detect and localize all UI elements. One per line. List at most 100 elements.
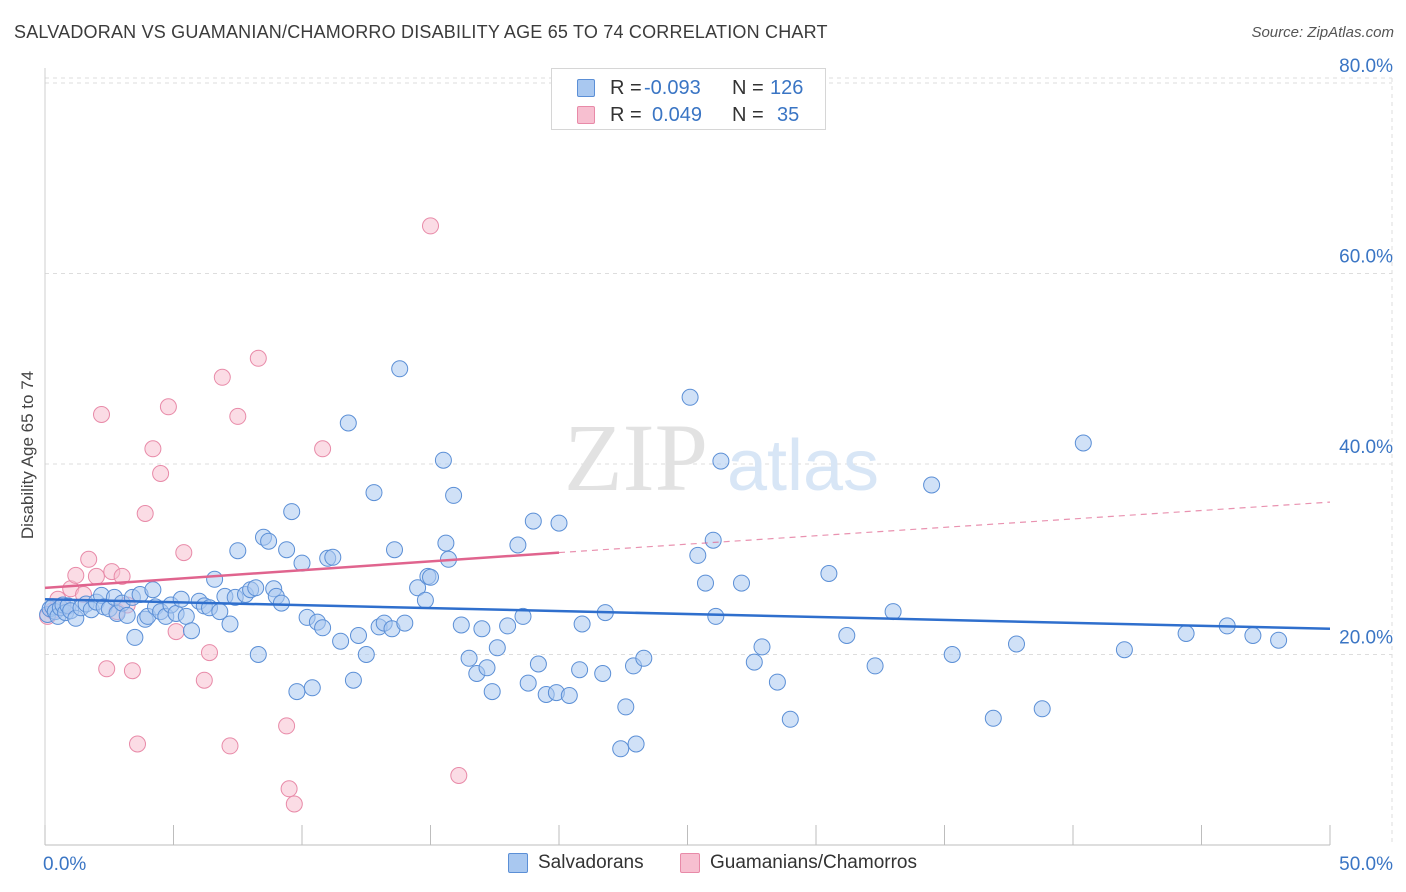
salvadoran-point bbox=[697, 574, 714, 592]
salvadoran-point bbox=[434, 451, 452, 469]
salvadoran-point bbox=[303, 679, 321, 697]
stats-row-salvadorans: R = -0.093 N = 126 bbox=[552, 75, 825, 101]
salvadoran-point bbox=[594, 665, 612, 682]
salvadoran-point bbox=[332, 632, 350, 650]
guamanian-point bbox=[285, 795, 303, 813]
source-label: Source: ZipAtlas.com bbox=[1251, 24, 1394, 41]
guamanian-point bbox=[87, 567, 105, 585]
salvadoran-point bbox=[712, 452, 730, 470]
salvadoran-point bbox=[144, 581, 162, 599]
guamanian-point bbox=[152, 465, 170, 482]
tick-labels: 20.0% 40.0% 60.0% 80.0% 0.0% 50.0% bbox=[43, 56, 1393, 875]
guamanian-point bbox=[167, 623, 185, 641]
salvadoran-point bbox=[126, 628, 144, 646]
salvadoran-point bbox=[519, 674, 537, 692]
axes bbox=[44, 68, 1331, 846]
guamanian-point bbox=[221, 737, 239, 755]
salvadoran-point bbox=[617, 698, 635, 716]
salvadoran-point bbox=[473, 620, 491, 638]
guamanian-point bbox=[136, 505, 154, 522]
salvadoran-point bbox=[183, 622, 200, 640]
salvadoran-point bbox=[733, 574, 750, 592]
salvadoran-point bbox=[278, 541, 296, 559]
legend-label: Guamanians/Chamorros bbox=[710, 852, 917, 873]
salvadoran-point bbox=[689, 546, 707, 564]
salvadoran-point bbox=[409, 579, 427, 597]
salvadoran-point bbox=[529, 655, 547, 673]
salvadoran-point bbox=[681, 388, 699, 406]
pink-swatch bbox=[680, 853, 700, 873]
salvadoran-point bbox=[627, 735, 645, 753]
salvadoran-point bbox=[571, 661, 589, 679]
salvadoran-point bbox=[365, 484, 383, 502]
salvadoran-point bbox=[118, 606, 136, 624]
guamanian-point bbox=[80, 550, 98, 568]
salvadoran-point bbox=[612, 740, 630, 758]
salvadoran-point bbox=[707, 607, 725, 625]
guamanian-point bbox=[213, 368, 231, 386]
salvadoran-point bbox=[478, 659, 496, 677]
guamanian-point bbox=[123, 662, 141, 680]
salvadoran-point bbox=[229, 542, 247, 560]
guamanian-point bbox=[278, 717, 296, 735]
salvadoran-point bbox=[1008, 635, 1025, 653]
salvadoran-point bbox=[524, 512, 542, 530]
n-label: N = bbox=[732, 104, 764, 126]
n-label: N = bbox=[732, 77, 764, 99]
salvadoran-point bbox=[1244, 627, 1262, 644]
salvadoran-trend-line bbox=[44, 598, 1331, 631]
salvadoran-point bbox=[339, 414, 357, 432]
salvadoran-point bbox=[437, 534, 455, 552]
stats-row-guamanians: R = 0.049 N = 35 bbox=[552, 102, 825, 128]
x-tick-label-min: 0.0% bbox=[43, 854, 86, 875]
y-tick-label: 40.0% bbox=[1339, 437, 1393, 458]
salvadoran-point bbox=[984, 709, 1002, 727]
blue-swatch bbox=[577, 79, 595, 97]
guamanian-point bbox=[450, 767, 468, 784]
r-value: -0.093 bbox=[644, 77, 701, 99]
salvadoran-point bbox=[573, 615, 591, 633]
watermark-atlas: atlas bbox=[727, 426, 879, 506]
salvadoran-point bbox=[1074, 434, 1092, 452]
chart-title: SALVADORAN VS GUAMANIAN/CHAMORRO DISABIL… bbox=[14, 22, 828, 42]
salvadoran-point bbox=[1033, 700, 1051, 718]
salvadoran-point bbox=[499, 617, 517, 635]
guamanian-point bbox=[175, 544, 193, 562]
y-tick-label: 60.0% bbox=[1339, 247, 1393, 268]
stats-legend: R = -0.093 N = 126 R = 0.049 N = 35 bbox=[551, 68, 826, 130]
r-label: R = bbox=[610, 77, 642, 99]
salvadoran-point bbox=[753, 638, 771, 656]
salvadoran-point bbox=[172, 590, 190, 608]
n-value: 35 bbox=[777, 104, 800, 126]
salvadoran-point bbox=[488, 639, 506, 657]
trend-lines bbox=[44, 501, 1331, 631]
salvadoran-point bbox=[820, 565, 838, 582]
guamanian-point bbox=[93, 406, 110, 423]
salvadoran-point bbox=[452, 616, 470, 634]
salvadoran-point bbox=[460, 649, 478, 667]
r-label: R = bbox=[610, 104, 642, 126]
salvadoran-point bbox=[288, 683, 306, 701]
watermark-zip: ZIP bbox=[564, 404, 708, 511]
salvadoran-point bbox=[866, 657, 884, 675]
salvadoran-point bbox=[247, 579, 265, 597]
guamanian-point bbox=[144, 440, 162, 458]
salvadoran-point bbox=[445, 486, 463, 504]
guamanian-point bbox=[314, 440, 332, 458]
r-value: 0.049 bbox=[652, 104, 703, 126]
salvadoran-points bbox=[39, 360, 1288, 758]
salvadoran-point bbox=[1115, 641, 1133, 659]
salvadoran-point bbox=[509, 536, 527, 554]
salvadoran-point bbox=[483, 683, 501, 701]
salvadoran-point bbox=[514, 607, 532, 625]
salvadoran-point bbox=[422, 568, 439, 586]
salvadoran-point bbox=[560, 687, 578, 704]
guamanian-point bbox=[195, 671, 213, 689]
salvadoran-point bbox=[768, 673, 786, 691]
salvadoran-point bbox=[249, 646, 267, 663]
guamanian-points bbox=[39, 217, 468, 813]
guamanian-trend-line bbox=[44, 551, 560, 590]
salvadoran-point bbox=[1177, 625, 1195, 642]
salvadoran-point bbox=[391, 360, 409, 378]
legend-label: Salvadorans bbox=[538, 852, 644, 873]
